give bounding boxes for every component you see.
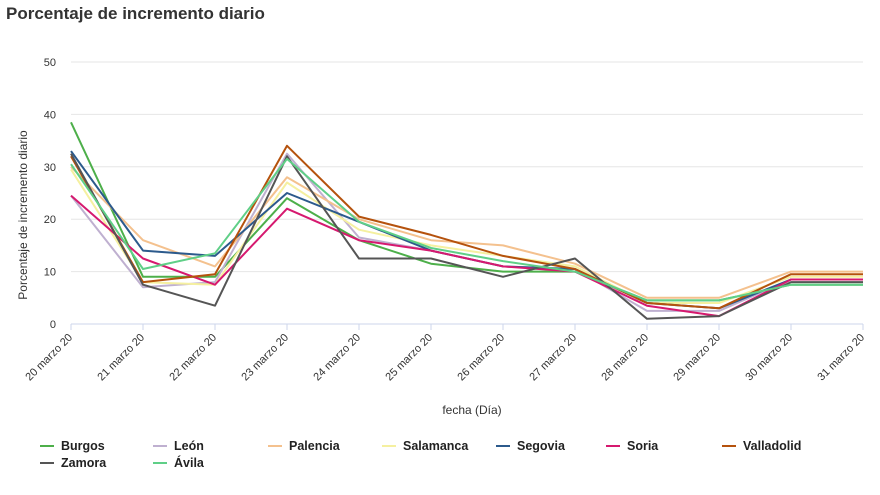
series-line-zamora[interactable]: [70, 153, 863, 320]
x-tick-label: 27 marzo 20: [527, 332, 579, 384]
series-line-salamanca[interactable]: [70, 168, 863, 304]
x-tick-label: 24 marzo 20: [311, 332, 363, 384]
legend-label: Valladolid: [743, 439, 801, 453]
legend-label: Zamora: [61, 456, 107, 470]
series-line-palencia[interactable]: [70, 166, 863, 299]
y-tick-label: 50: [44, 57, 56, 69]
y-tick-label: 30: [44, 162, 56, 174]
x-tick-label: 29 marzo 20: [671, 332, 723, 384]
x-tick-label: 30 marzo 20: [743, 332, 795, 384]
x-axis-label: fecha (Día): [442, 403, 501, 417]
y-axis-ticks: 0 10 20 30 40 50: [44, 57, 56, 331]
x-tick-label: 25 marzo 20: [383, 332, 435, 384]
legend-item-burgos[interactable]: Burgos: [40, 439, 105, 453]
series-line-burgos[interactable]: [70, 121, 863, 302]
x-tick-label: 23 marzo 20: [239, 332, 291, 384]
x-tick-label: 21 marzo 20: [95, 332, 147, 384]
legend-label: Salamanca: [403, 439, 469, 453]
x-axis-ticks: 20 marzo 20 21 marzo 20 22 marzo 20 23 marz…: [23, 324, 867, 383]
x-tick-label: 20 marzo 20: [23, 332, 75, 384]
legend-label: Soria: [627, 439, 659, 453]
y-tick-label: 10: [44, 267, 56, 279]
y-tick-label: 20: [44, 214, 56, 226]
series-line-ávila[interactable]: [70, 157, 863, 302]
y-axis-label: Porcentaje de incremento diario: [16, 130, 30, 300]
legend: Burgos León Palencia Salamanca Segovia Soria V…: [40, 439, 801, 470]
x-tick-label: 31 marzo 20: [815, 332, 867, 384]
x-tick-label: 22 marzo 20: [167, 332, 219, 384]
x-tick-label: 26 marzo 20: [455, 332, 507, 384]
x-tick-label: 28 marzo 20: [599, 332, 651, 384]
legend-label: Segovia: [517, 439, 566, 453]
series-lines: [70, 121, 863, 320]
legend-label: Ávila: [174, 455, 205, 470]
legend-label: Palencia: [289, 439, 341, 453]
series-line-valladolid[interactable]: [70, 144, 863, 310]
legend-item-ávila[interactable]: Ávila: [153, 455, 205, 470]
y-tick-label: 0: [50, 319, 56, 331]
legend-label: León: [174, 439, 204, 453]
y-tick-label: 40: [44, 109, 56, 121]
legend-item-valladolid[interactable]: Valladolid: [722, 439, 801, 453]
legend-label: Burgos: [61, 439, 105, 453]
legend-item-palencia[interactable]: Palencia: [268, 439, 341, 453]
legend-item-zamora[interactable]: Zamora: [40, 456, 107, 470]
legend-item-soria[interactable]: Soria: [606, 439, 659, 453]
legend-item-león[interactable]: León: [153, 439, 204, 453]
series-line-león[interactable]: [70, 152, 863, 312]
legend-item-segovia[interactable]: Segovia: [496, 439, 566, 453]
chart-title: Porcentaje de incremento diario: [6, 4, 265, 23]
legend-item-salamanca[interactable]: Salamanca: [382, 439, 469, 453]
grid-lines: [71, 61, 863, 325]
